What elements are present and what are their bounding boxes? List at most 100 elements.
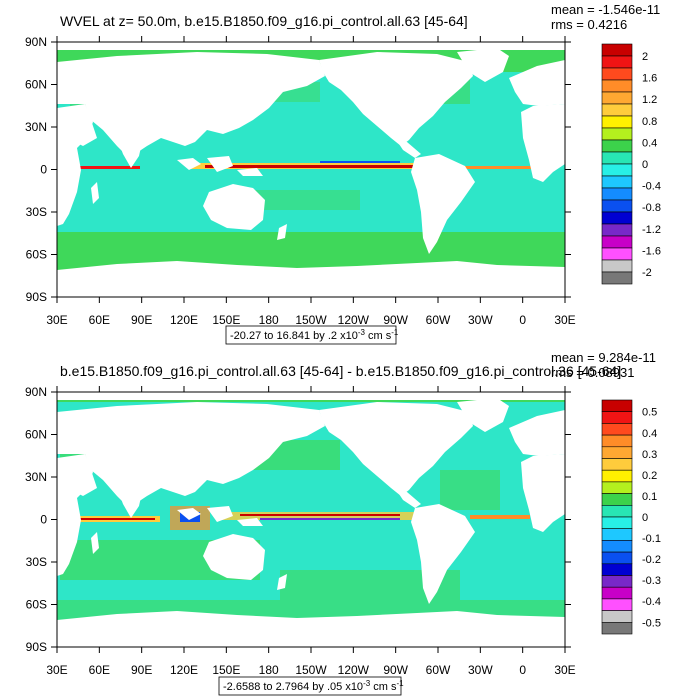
bottom-x-tick-label: 60W: [426, 663, 451, 677]
bottom-x-tick-label: 90E: [131, 663, 152, 677]
top-map-panel: WVEL at z= 50.0m, b.e15.B1850.f09_g16.pi…: [25, 2, 661, 345]
top-y-tick-label: 30N: [25, 120, 47, 134]
top-colorbar-swatch: [601, 55, 633, 69]
bottom-mean-label: mean = 9.284e-11: [551, 350, 656, 365]
top-colorbar-swatch: [601, 271, 633, 285]
bottom-colorbar-swatch: [601, 458, 633, 471]
top-colorbar-swatch: [601, 91, 633, 105]
bottom-x-axis: 30E 60E 90E 120E 150E 180 150W 120W 90W 60W 30W 0 30…: [46, 386, 576, 677]
top-x-tick-label: 120E: [170, 313, 198, 327]
top-y-tick-label: 90S: [26, 290, 47, 304]
top-x-tick-label: 60W: [426, 313, 451, 327]
bottom-colorbar-label: 0.2: [642, 470, 657, 482]
bottom-colorbar-swatch: [601, 575, 633, 588]
top-colorbar-swatch: [601, 175, 633, 189]
bottom-y-tick-label: 0: [40, 513, 47, 527]
top-colorbar-swatch: [601, 103, 633, 117]
bottom-x-tick-label: 120W: [338, 663, 370, 677]
bottom-y-tick-label: 90S: [26, 640, 47, 654]
top-panel-title: WVEL at z= 50.0m, b.e15.B1850.f09_g16.pi…: [60, 13, 468, 29]
bottom-colorbar-swatch: [601, 528, 633, 541]
top-mean-label: mean = -1.546e-11: [551, 2, 660, 17]
bottom-x-tick-label: 150W: [295, 663, 327, 677]
bottom-colorbar-swatch: [601, 423, 633, 436]
bottom-colorbar-swatch: [601, 469, 633, 483]
top-equatorial-band: [60, 161, 540, 169]
top-colorbar-label: 2: [642, 51, 648, 63]
bottom-x-tick-label: 0: [519, 663, 526, 677]
top-colorbar-swatch: [601, 67, 633, 81]
top-x-tick-label: 150E: [212, 313, 240, 327]
top-colorbar: 2 1.6 1.2 0.8 0.4 0 -0.4 -0.8 -1.2 -1.6 -2: [601, 43, 661, 285]
bottom-colorbar-swatch: [601, 598, 633, 611]
top-colorbar-label: -2: [642, 267, 652, 279]
bottom-colorbar-swatch: [601, 434, 633, 448]
bottom-colorbar-label: 0: [642, 512, 648, 524]
top-range-box: -20.27 to 16.841 by .2 x10-3 cm s-1: [225, 325, 399, 345]
bottom-range-box: -2.6588 to 2.7964 by .05 x10-3 cm s-1: [218, 676, 404, 696]
bottom-colorbar-swatch: [601, 481, 633, 494]
top-x-tick-label: 90W: [383, 313, 408, 327]
bottom-colorbar-swatch: [601, 493, 633, 506]
bottom-colorbar-label: -0.3: [642, 575, 661, 587]
top-colorbar-label: 1.2: [642, 94, 657, 106]
top-colorbar-swatch: [601, 115, 633, 129]
top-colorbar-label: -0.4: [642, 181, 661, 193]
top-colorbar-swatch: [601, 127, 633, 141]
top-x-tick-label: 30E: [46, 313, 67, 327]
bottom-colorbar-swatch: [601, 411, 633, 424]
top-colorbar-swatch: [601, 259, 633, 273]
bottom-y-tick-label: 60N: [25, 428, 47, 442]
top-x-tick-label: 180: [259, 313, 279, 327]
bottom-colorbar-label: 0.5: [642, 407, 657, 419]
top-y-tick-label: 60N: [25, 78, 47, 92]
bottom-x-tick-label: 30W: [468, 663, 493, 677]
top-colorbar-swatch: [601, 235, 633, 249]
top-x-tick-label: 0: [519, 313, 526, 327]
bottom-colorbar-label: -0.2: [642, 554, 661, 566]
bottom-x-tick-label: 180: [259, 663, 279, 677]
bottom-x-tick-label: 60E: [89, 663, 110, 677]
top-colorbar-swatch: [601, 211, 633, 225]
top-y-tick-label: 90N: [25, 35, 47, 49]
bottom-x-tick-label: 90W: [383, 663, 408, 677]
top-rms-label: rms = 0.4216: [551, 17, 627, 32]
bottom-y-axis: 90N 60N 30N 0 30S 60S 90S: [25, 385, 571, 654]
bottom-colorbar-label: -0.4: [642, 596, 661, 608]
bottom-colorbar-label: -0.5: [642, 617, 661, 629]
top-map-area: [57, 42, 565, 297]
bottom-panel-title: b.e15.B1850.f09_g16.pi_control.all.63 [4…: [60, 363, 621, 379]
top-x-tick-label: 90E: [131, 313, 152, 327]
top-y-tick-label: 0: [40, 163, 47, 177]
bottom-colorbar-swatch: [601, 551, 633, 565]
top-colorbar-label: -0.8: [642, 202, 661, 214]
top-colorbar-label: 0.4: [642, 137, 657, 149]
bottom-colorbar-label: -0.1: [642, 533, 661, 545]
top-x-tick-label: 120W: [338, 313, 370, 327]
bottom-colorbar-label: 0.3: [642, 449, 657, 461]
bottom-y-tick-label: 30N: [25, 470, 47, 484]
bottom-map-area: [57, 392, 565, 647]
top-colorbar-swatch: [601, 199, 633, 213]
top-colorbar-swatch: [601, 187, 633, 201]
bottom-colorbar-swatch: [601, 610, 633, 623]
top-x-tick-label: 30E: [554, 313, 575, 327]
bottom-colorbar-swatch: [601, 540, 633, 553]
bottom-range-label: -2.6588 to 2.7964 by .05 x10-3 cm s-1: [223, 679, 404, 693]
top-y-tick-label: 60S: [26, 248, 47, 262]
top-range-label: -20.27 to 16.841 by .2 x10-3 cm s-1: [230, 328, 399, 342]
top-colorbar-swatch: [601, 223, 633, 237]
bottom-colorbar-swatch: [601, 621, 633, 635]
top-y-tick-label: 30S: [26, 205, 47, 219]
bottom-map-panel: b.e15.B1850.f09_g16.pi_control.all.63 [4…: [25, 350, 661, 696]
top-colorbar-swatch: [601, 79, 633, 93]
top-colorbar-swatch: [601, 163, 633, 177]
bottom-colorbar-swatch: [601, 516, 633, 529]
bottom-y-tick-label: 90N: [25, 385, 47, 399]
top-colorbar-swatch: [601, 139, 633, 153]
top-colorbar-swatch: [601, 247, 633, 261]
bottom-colorbar-swatch: [601, 586, 633, 600]
bottom-x-tick-label: 30E: [554, 663, 575, 677]
bottom-rms-label: rms = 0.08931: [551, 365, 634, 380]
